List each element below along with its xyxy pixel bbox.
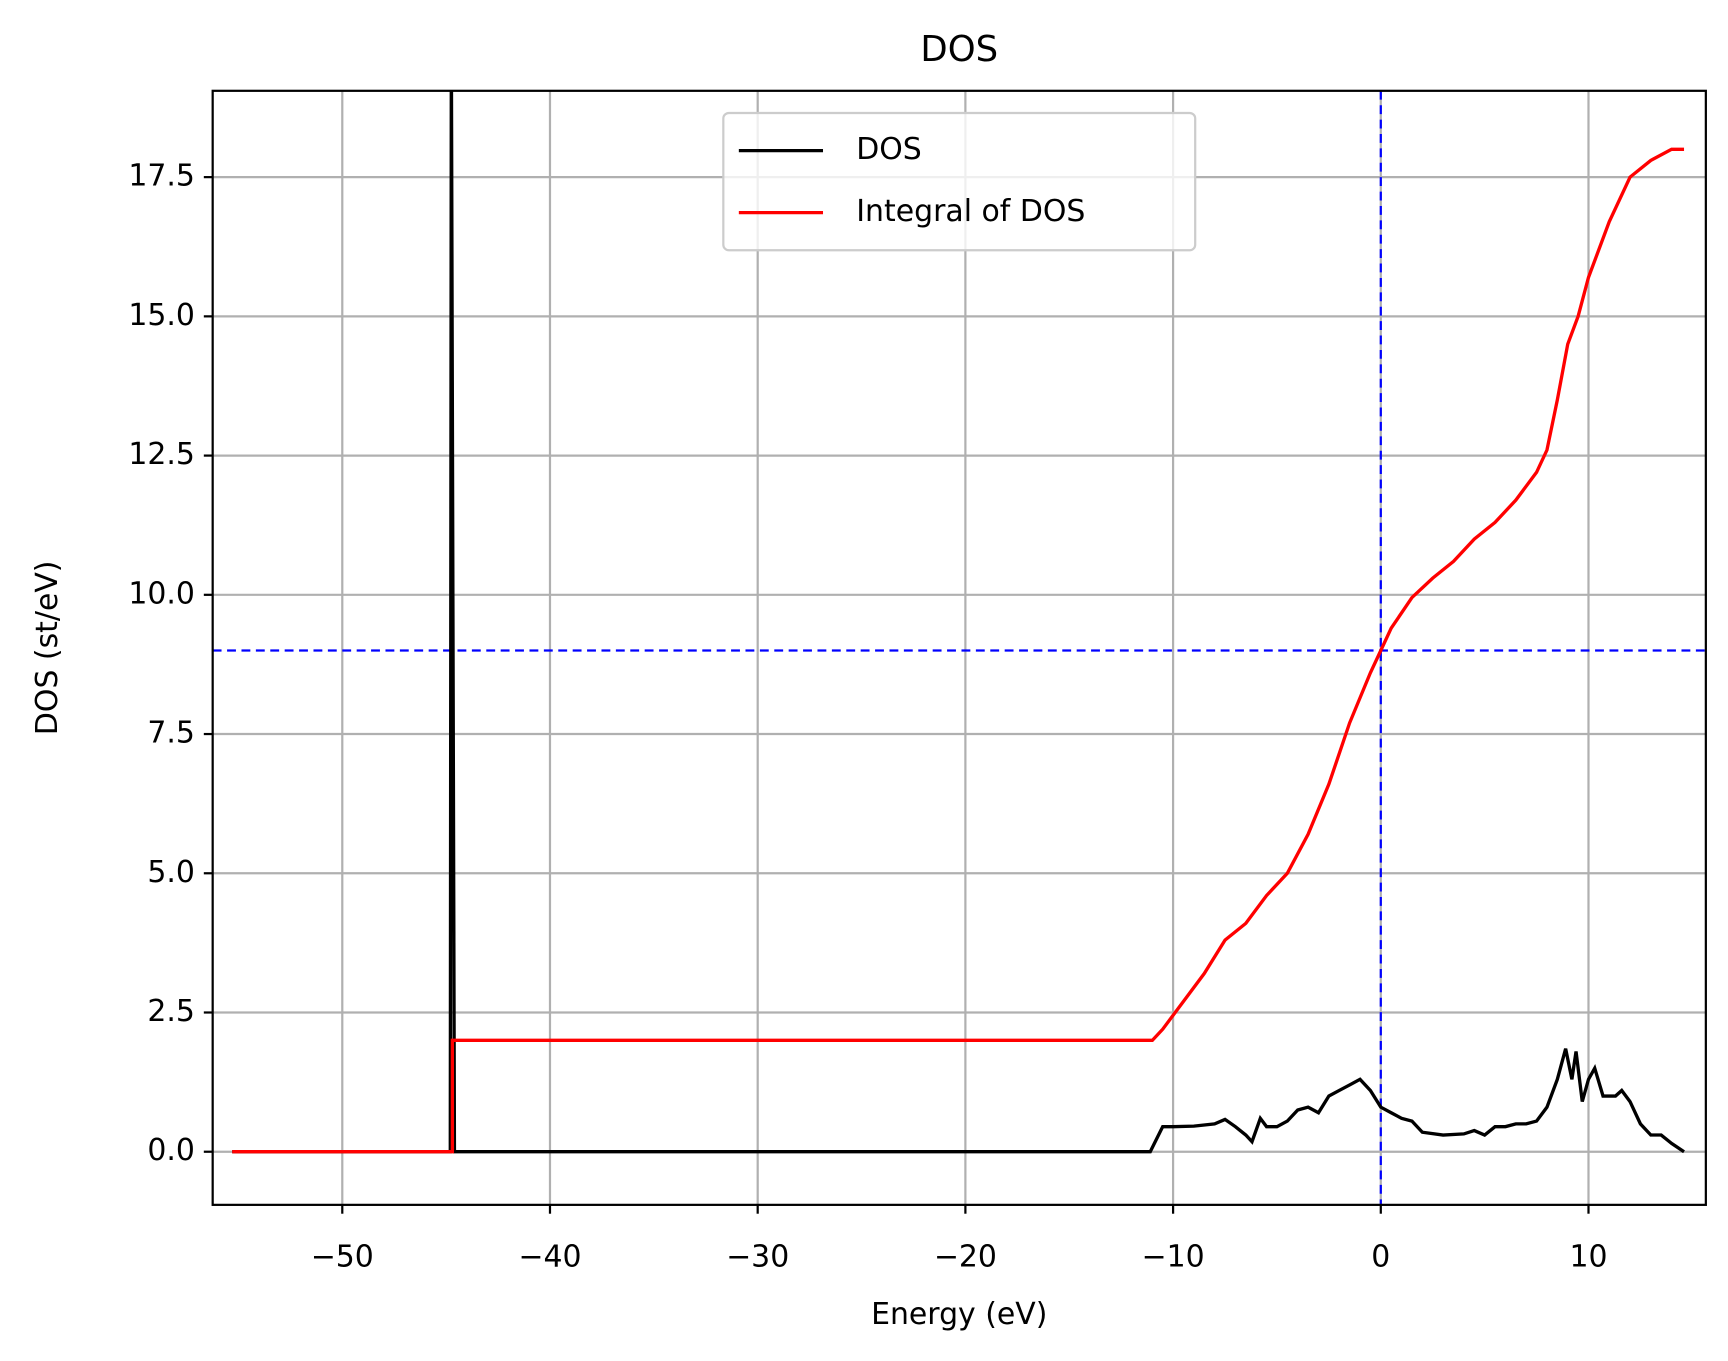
x-tick-label: −10 [1142, 1240, 1205, 1275]
x-tick-label: −30 [726, 1240, 789, 1275]
x-tick-label: 10 [1569, 1240, 1607, 1275]
x-tick-label: 0 [1371, 1240, 1390, 1275]
x-tick-label: −40 [518, 1240, 581, 1275]
x-tick-label: −20 [934, 1240, 997, 1275]
y-tick-label: 2.5 [147, 994, 195, 1029]
y-axis-label: DOS (st/eV) [30, 561, 65, 736]
legend-label: DOS [856, 132, 922, 167]
chart-title: DOS [920, 29, 998, 70]
y-tick-label: 17.5 [128, 159, 195, 194]
x-axis-label: Energy (eV) [871, 1297, 1047, 1332]
x-tick-label: −50 [311, 1240, 374, 1275]
series-line [232, 90, 1685, 1154]
y-tick-label: 0.0 [147, 1133, 195, 1168]
legend: DOS Integral of DOS [722, 111, 1197, 252]
y-tick-label: 7.5 [147, 716, 195, 751]
y-tick-label: 15.0 [128, 298, 195, 333]
plot-area [212, 90, 1706, 1205]
axes-frame [211, 89, 1707, 1206]
y-tick-label: 5.0 [147, 855, 195, 890]
y-tick-label: 12.5 [128, 437, 195, 472]
series-line [232, 147, 1685, 1154]
y-tick-label: 10.0 [128, 576, 195, 611]
legend-label: Integral of DOS [856, 194, 1085, 229]
legend-box [722, 111, 1197, 252]
